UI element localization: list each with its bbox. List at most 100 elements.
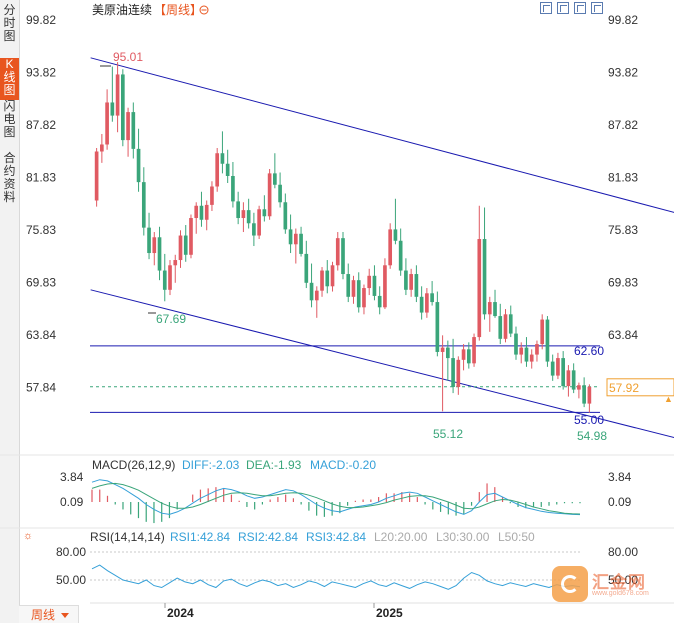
y-tick-right: 87.82 [608, 118, 638, 132]
candle-body [477, 239, 482, 338]
candle-body [519, 347, 524, 355]
candle-body [393, 229, 398, 241]
candle-body [131, 112, 136, 149]
sidebar-tab-1[interactable]: 分时图 [0, 4, 19, 46]
current-price-box [606, 378, 674, 397]
sidebar-tab-char: 图 [3, 29, 16, 43]
macd-title: MACD(26,12,9) [92, 458, 175, 472]
grid-icon[interactable] [591, 2, 603, 14]
rsi-settings-icon: ☼ [23, 530, 33, 542]
candle-body [419, 296, 424, 313]
rsi-y-tick: 80.00 [608, 545, 638, 559]
chart-title: 美原油连续 [92, 2, 152, 17]
sidebar-tab-char: 闪 [3, 99, 16, 113]
candle-body [304, 253, 309, 283]
candle-body [383, 265, 387, 308]
period-selector-label: 周线 [31, 608, 56, 622]
candle-body [94, 151, 99, 201]
sidebar-tab-char: 约 [3, 164, 16, 178]
candle-body [498, 316, 503, 339]
candle-body [273, 173, 277, 185]
rsi-legend-4: L20:20.00 [374, 530, 428, 544]
candle-body [435, 302, 440, 352]
candle-body [446, 347, 450, 359]
macd-y-tick: 3.84 [608, 470, 632, 484]
candle-body [398, 240, 403, 271]
candle-body [189, 218, 193, 255]
candle-body [262, 209, 267, 217]
candle-body [183, 235, 188, 255]
sidebar-tab-3[interactable]: 闪电图 [0, 100, 19, 148]
candle-body [252, 223, 256, 236]
y-tick-right: 99.82 [608, 13, 638, 27]
candle-body [582, 385, 586, 404]
candle-body [440, 347, 445, 352]
candle-body [110, 102, 115, 116]
hline-upper-label: 62.60 [574, 344, 604, 358]
candle-body [299, 233, 303, 254]
low-label: 67.69 [156, 312, 186, 326]
watermark-logo-icon [552, 566, 588, 602]
candle-body [545, 319, 550, 362]
rsi-title: RSI(14,14,14) [90, 530, 165, 544]
watermark: 汇金网 www.gold678.com [552, 566, 662, 602]
period-selector[interactable]: 周线 [19, 605, 79, 623]
candle-body [194, 205, 199, 219]
candle-body [341, 238, 345, 275]
channel-lower-line [90, 289, 674, 439]
candle-body [587, 386, 592, 404]
sidebar-tab-char: 线 [3, 70, 16, 84]
period-badge: 【周线】 [154, 3, 202, 17]
watermark-text: 汇金网 [592, 573, 646, 592]
candle-body [425, 293, 429, 313]
candle-body [330, 265, 335, 287]
candle-body [514, 333, 518, 355]
rsi-line [91, 564, 581, 590]
y-tick-right: 93.82 [608, 66, 638, 80]
candle-body [472, 337, 476, 364]
candle-body [100, 144, 104, 152]
candle-body [293, 233, 298, 245]
candle-body [147, 227, 151, 254]
candle-body [168, 265, 172, 290]
candle-body [288, 229, 293, 245]
macd-y-tick: 3.84 [60, 470, 84, 484]
candle-body [508, 314, 513, 334]
fit-icon[interactable] [557, 2, 569, 14]
hline-lower-label: 55.00 [574, 413, 604, 427]
y-tick-left: 81.83 [26, 170, 56, 184]
candle-body [372, 275, 377, 296]
expand-icon[interactable] [540, 2, 552, 14]
sidebar-tab-char: 料 [3, 190, 16, 204]
candle-body [571, 370, 576, 390]
y-tick-right: 63.84 [608, 328, 638, 342]
candle-body [335, 238, 340, 266]
candle-body [346, 274, 351, 297]
candle-body [210, 186, 214, 205]
rsi-legend-5: L30:30.00 [436, 530, 490, 544]
candle-body [225, 163, 230, 176]
macd-legend-1: DIFF:-2.03 [182, 458, 240, 472]
candle-body [236, 201, 240, 219]
rsi-legend-2: RSI2:42.84 [238, 530, 298, 544]
candle-body [120, 74, 125, 141]
candle-body [456, 359, 461, 387]
y-tick-right: 69.83 [608, 276, 638, 290]
sidebar-tab-4[interactable]: 合约资料 [0, 152, 19, 208]
minus-circle-icon[interactable] [199, 5, 209, 15]
macd-legend-3: MACD:-0.20 [310, 458, 376, 472]
chart-settings-icon[interactable] [574, 2, 586, 14]
y-tick-right: 81.83 [608, 170, 638, 184]
macd-y-tick: 0.09 [60, 495, 84, 509]
candle-body [535, 344, 539, 355]
candle-body [356, 280, 361, 308]
candle-body [152, 237, 157, 254]
candle-body [309, 282, 314, 301]
rsi-y-tick: 80.00 [56, 545, 86, 559]
candle-body [409, 274, 413, 290]
sidebar-tab-char: 图 [3, 125, 16, 139]
y-tick-left: 63.84 [26, 328, 56, 342]
candle-body [204, 204, 209, 220]
